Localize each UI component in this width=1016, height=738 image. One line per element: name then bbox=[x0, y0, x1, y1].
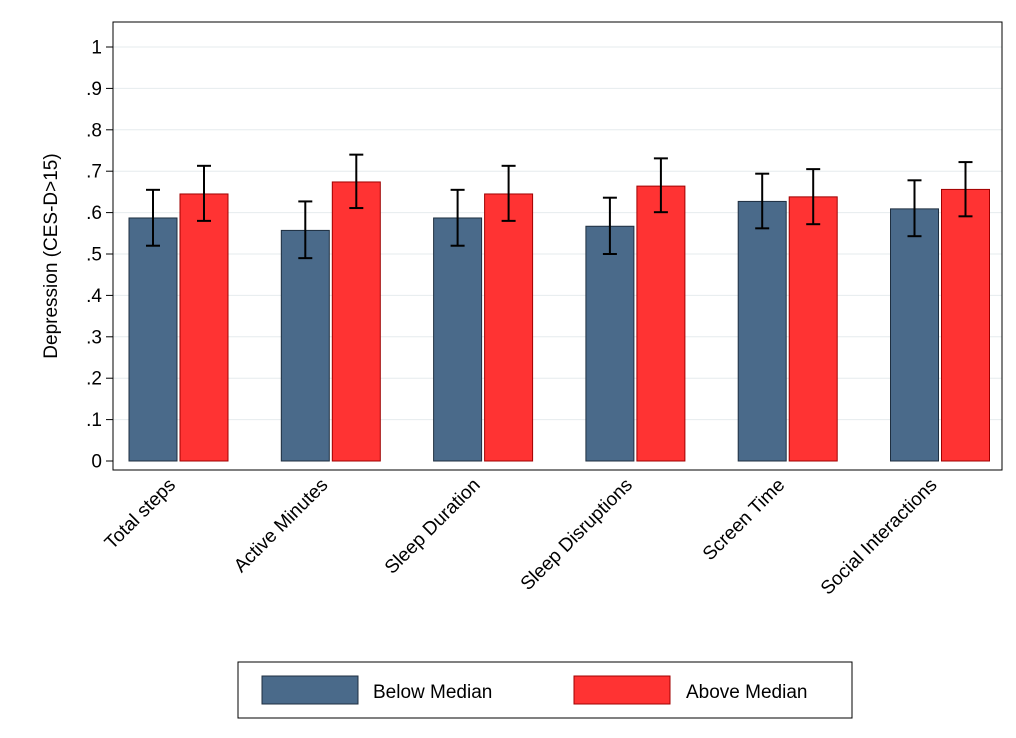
error-bars bbox=[146, 153, 973, 260]
y-tick-label: .9 bbox=[86, 79, 102, 100]
category-label: Total steps bbox=[101, 475, 180, 554]
y-tick-label: .6 bbox=[86, 203, 102, 224]
category-label: Social Interactions bbox=[817, 475, 942, 600]
bar-above-median bbox=[636, 185, 686, 462]
category-label: Sleep Duration bbox=[381, 475, 485, 579]
category-label: Screen Time bbox=[699, 475, 789, 565]
plot-frame bbox=[112, 21, 1003, 471]
legend-swatch-above-median bbox=[573, 675, 671, 705]
y-tick-label: 0 bbox=[91, 452, 102, 473]
bar-below-median bbox=[890, 208, 939, 462]
y-tick-label: 1 bbox=[91, 38, 102, 59]
y-tick-label: .4 bbox=[86, 286, 102, 307]
y-tick-label: .3 bbox=[86, 327, 102, 348]
bar-above-median bbox=[788, 196, 838, 462]
bars bbox=[128, 181, 990, 462]
legend-swatch-below-median bbox=[261, 675, 359, 705]
gridlines bbox=[113, 46, 1002, 421]
category-label: Active Minutes bbox=[230, 475, 332, 577]
bar-above-median bbox=[484, 193, 534, 462]
y-tick-label: .1 bbox=[86, 410, 102, 431]
legend-label-below-median: Below Median bbox=[373, 682, 492, 703]
bar-below-median bbox=[128, 217, 178, 462]
bar-above-median bbox=[331, 181, 381, 462]
bar-below-median bbox=[280, 229, 330, 462]
y-axis-title: Depression (CES-D>15) bbox=[41, 153, 62, 358]
y-tick-label: .7 bbox=[86, 162, 102, 183]
legend-label-above-median: Above Median bbox=[686, 682, 807, 703]
y-tick-label: .2 bbox=[86, 369, 102, 390]
legend: Below Median Above Median bbox=[237, 661, 853, 719]
bar-above-median bbox=[179, 193, 229, 462]
bar-below-median bbox=[737, 200, 787, 462]
category-label: Sleep Disruptions bbox=[517, 475, 637, 595]
bar-below-median bbox=[585, 225, 635, 462]
y-tick-label: .5 bbox=[86, 245, 102, 266]
bar-above-median bbox=[941, 188, 990, 462]
y-tick-label: .8 bbox=[86, 120, 102, 141]
bar-below-median bbox=[433, 217, 483, 462]
